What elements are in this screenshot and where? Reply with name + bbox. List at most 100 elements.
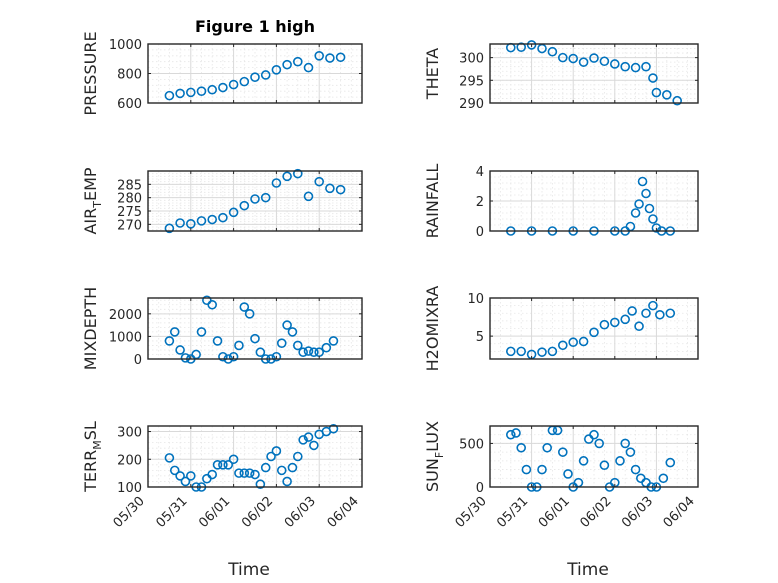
x-tick-label: 06/03 [282, 494, 319, 531]
data-point [228, 454, 239, 465]
axes-frame [489, 43, 699, 104]
data-point [169, 327, 180, 337]
data-point [282, 476, 292, 487]
data-point [212, 460, 223, 470]
data-point [207, 84, 217, 95]
data-point [260, 462, 271, 473]
data-point [180, 353, 191, 363]
data-point [648, 73, 658, 83]
x-axis-label: Time [566, 560, 609, 580]
data-point [298, 435, 308, 445]
y-axis-label: AIRTEMP [81, 167, 104, 234]
y-tick-label: 200 [117, 453, 142, 468]
data-point [303, 62, 314, 73]
data-point [609, 59, 620, 69]
x-tick-label: 06/02 [577, 494, 614, 531]
data-point [164, 90, 175, 101]
data-point [321, 342, 332, 353]
data-point [244, 468, 255, 478]
y-tick-label: 800 [117, 68, 142, 83]
y-tick-label: 5 [476, 330, 484, 345]
axes-frame [489, 425, 699, 488]
data-point [287, 327, 298, 337]
data-point [641, 61, 651, 72]
data-point [526, 40, 537, 50]
data-point [303, 191, 314, 202]
y-tick-label: 270 [117, 218, 142, 233]
data-point [537, 464, 547, 475]
data-point [207, 299, 217, 310]
data-point [634, 199, 644, 209]
data-point [589, 53, 599, 63]
data-point [537, 347, 547, 357]
data-point [511, 428, 521, 438]
y-axis-label: H2OMIXRA [423, 286, 442, 372]
data-point [234, 340, 244, 351]
data-point [630, 208, 641, 218]
data-point [594, 438, 605, 449]
y-tick-label: 10 [467, 292, 484, 307]
data-point [271, 351, 282, 362]
axes-frame [147, 297, 363, 360]
data-point [314, 176, 325, 187]
data-point [186, 471, 196, 481]
data-point [634, 321, 644, 332]
y-tick-label: 0 [134, 353, 142, 368]
data-point [630, 62, 641, 73]
data-point [260, 70, 271, 80]
x-tick-label: 06/01 [536, 494, 573, 531]
data-point [218, 212, 228, 223]
data-point [661, 90, 672, 100]
y-axis-label: SUNFLUX [423, 421, 446, 492]
data-point [542, 442, 553, 453]
data-point [578, 57, 589, 67]
data-point [282, 320, 292, 330]
subplot-sun-flux: 0 500 05/30 05/31 06/01 06/02 06/03 06/04 SUNFLU… [423, 421, 699, 580]
data-point [250, 469, 260, 480]
data-point [655, 309, 665, 320]
y-tick-label: 2 [476, 195, 484, 210]
data-point [292, 168, 303, 179]
data-point [625, 447, 636, 457]
data-point [228, 79, 239, 90]
data-point [609, 317, 620, 328]
data-point [516, 442, 527, 453]
y-tick-label: 290 [459, 97, 484, 112]
data-point [328, 423, 339, 434]
data-point [547, 346, 558, 357]
x-tick-label: 06/04 [661, 494, 698, 531]
axes-frame [489, 297, 699, 360]
data-point [599, 319, 610, 330]
y-tick-label: 2000 [109, 308, 142, 323]
data-point [620, 438, 631, 449]
data-point [658, 473, 669, 484]
data-point [175, 471, 185, 481]
data-point [309, 347, 319, 358]
x-tick-label: 06/02 [239, 494, 276, 531]
data-point [255, 347, 266, 358]
x-tick-label: 05/31 [153, 494, 190, 531]
data-point [552, 425, 563, 436]
data-point [239, 468, 250, 478]
y-axis-label: TERRMSL [81, 421, 104, 493]
data-point [325, 53, 335, 63]
data-point [335, 184, 346, 195]
y-tick-label: 295 [459, 74, 484, 89]
data-point [282, 59, 292, 70]
data-point [516, 346, 527, 357]
axes-frame [147, 170, 363, 232]
data-point [292, 451, 303, 462]
data-point [578, 336, 589, 347]
y-tick-label: 600 [117, 97, 142, 112]
data-point [599, 460, 610, 471]
y-axis-label: MIXDEPTH [81, 287, 100, 370]
y-tick-label: 285 [117, 178, 142, 193]
data-point [516, 42, 527, 52]
data-point [583, 434, 594, 444]
data-point [196, 327, 207, 337]
data-point [292, 340, 303, 351]
data-point [228, 351, 239, 362]
x-tick-label: 05/30 [453, 494, 490, 531]
data-point [644, 203, 655, 214]
data-point [175, 345, 185, 355]
